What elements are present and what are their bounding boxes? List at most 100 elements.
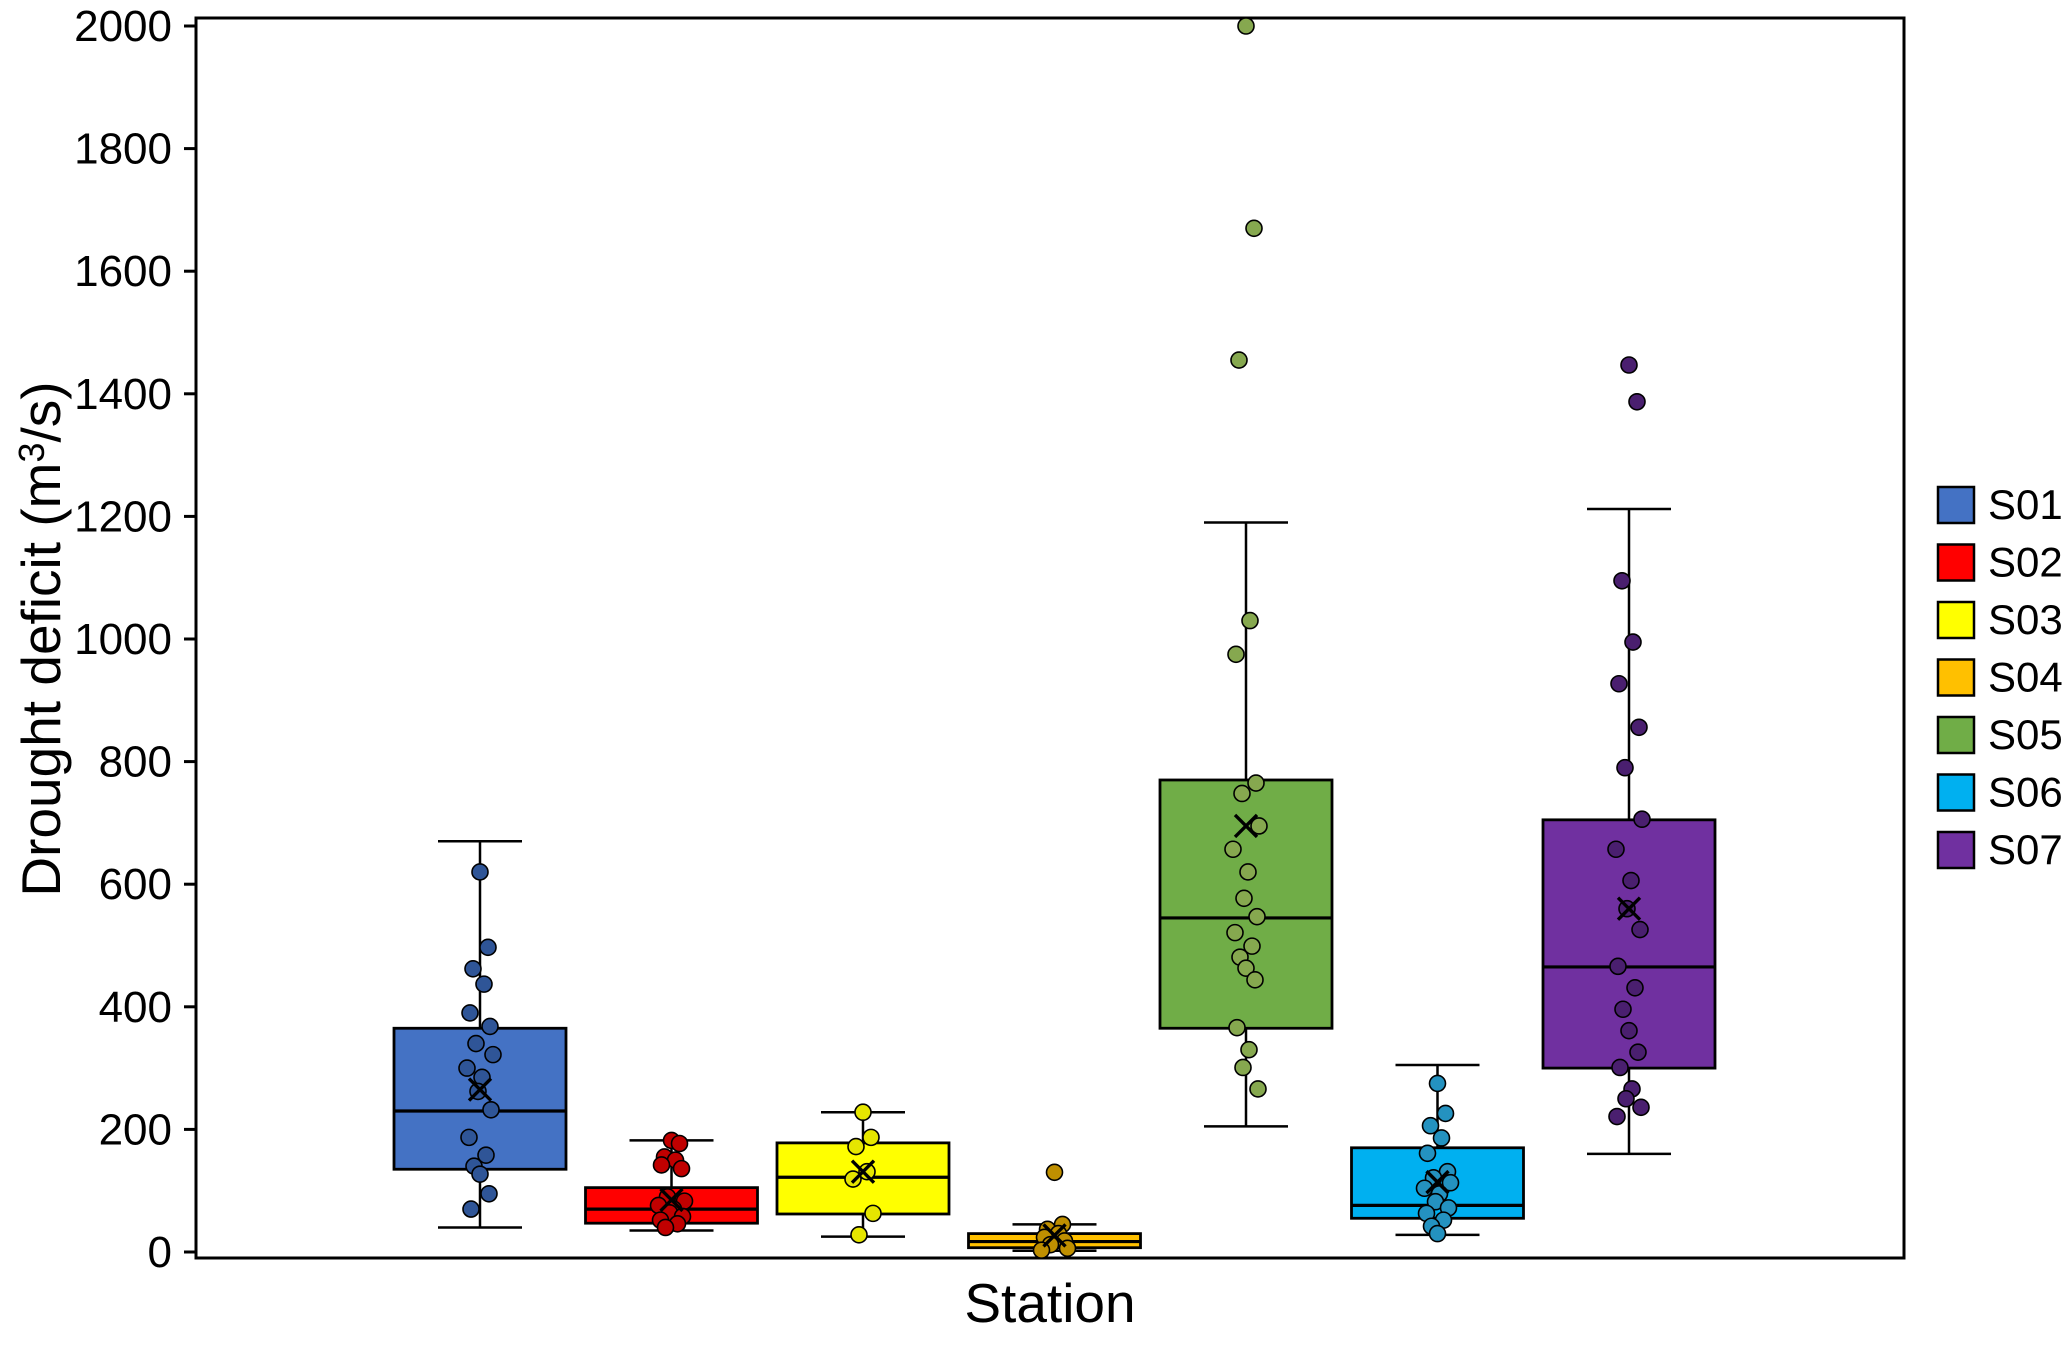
y-tick-label: 800 [99, 738, 172, 787]
mean-marker-S07 [1616, 896, 1642, 921]
data-point-S07 [1628, 392, 1646, 411]
data-point-S07 [1608, 1107, 1626, 1126]
legend-label-S07: S07 [1988, 826, 2063, 873]
data-point-S06 [1432, 1129, 1451, 1147]
mean-marker-S04 [1042, 1223, 1067, 1248]
data-point-S05 [1247, 774, 1265, 792]
data-point-S07 [1616, 758, 1634, 777]
y-tick-label: 400 [99, 983, 172, 1032]
x-axis-label: Station [964, 1272, 1135, 1334]
data-point-S07 [1626, 978, 1644, 997]
box-group-S07 [1541, 356, 1717, 1156]
legend-swatch-S06 [1936, 773, 1976, 812]
data-point-S07 [1629, 1043, 1647, 1061]
legend-item-S01: S01 [1936, 481, 2063, 528]
y-axis-label: Drought deficit (m3/s) [10, 381, 72, 896]
data-point-S07 [1630, 718, 1648, 737]
data-point-S05 [1237, 17, 1255, 35]
legend-label-S05: S05 [1988, 711, 2063, 758]
data-point-S01 [461, 1004, 479, 1022]
data-point-S01 [471, 1165, 489, 1183]
box-group-S03 [775, 1103, 951, 1244]
mean-marker-S06 [1425, 1169, 1450, 1195]
data-point-S07 [1610, 674, 1628, 693]
data-point-S01 [482, 1100, 500, 1119]
legend-swatch-S03 [1936, 600, 1976, 640]
y-axis-label-prefix: Drought deficit (m [10, 463, 72, 897]
y-tick-label: 200 [99, 1105, 172, 1154]
data-point-S01 [479, 938, 497, 957]
legend-item-S05: S05 [1936, 711, 2063, 758]
y-tick-label: 1600 [74, 247, 172, 296]
data-point-S02 [670, 1134, 689, 1153]
y-tick-label: 1000 [74, 615, 172, 664]
box-group-S04 [967, 1163, 1142, 1259]
y-axis-label-suffix: /s) [10, 381, 72, 442]
data-point-S01 [464, 959, 482, 978]
data-point-S07 [1607, 840, 1625, 859]
y-tick-label: 600 [99, 860, 172, 909]
data-point-S01 [484, 1045, 502, 1064]
mean-marker-S05 [1233, 813, 1259, 839]
y-tick-label: 1400 [74, 370, 172, 419]
y-tick-label: 0 [148, 1228, 172, 1277]
box-group-S05 [1158, 17, 1334, 1128]
data-point-S03 [850, 1226, 868, 1244]
data-point-S05 [1241, 611, 1259, 630]
data-point-S05 [1226, 923, 1244, 942]
data-point-S06 [1418, 1144, 1437, 1163]
box-group-S02 [584, 1131, 759, 1237]
data-point-S01 [480, 1184, 498, 1203]
data-point-S03 [854, 1103, 872, 1122]
data-point-S05 [1245, 219, 1263, 238]
data-point-S05 [1243, 937, 1261, 955]
legend-swatch-S07 [1936, 830, 1976, 870]
legend-label-S01: S01 [1988, 481, 2063, 528]
box-group-S01 [392, 840, 568, 1229]
mean-marker-S01 [467, 1077, 493, 1102]
y-tick-label: 1800 [74, 125, 172, 174]
data-point-S02 [656, 1218, 675, 1237]
data-point-S07 [1611, 1058, 1629, 1077]
data-point-S01 [481, 1017, 499, 1036]
legend-item-S02: S02 [1936, 539, 2063, 586]
data-point-S04 [1045, 1163, 1064, 1182]
legend: S01 S02 S03 S04 S05 S06 S07 [1936, 481, 2063, 873]
data-point-S05 [1237, 959, 1255, 977]
mean-marker-S03 [850, 1159, 876, 1184]
legend-label-S04: S04 [1988, 654, 2063, 701]
data-point-S07 [1614, 1000, 1632, 1019]
data-point-S05 [1250, 817, 1268, 835]
data-point-S05 [1239, 863, 1257, 881]
data-point-S05 [1228, 1018, 1246, 1037]
data-point-S03 [844, 1170, 862, 1188]
data-point-S07 [1631, 920, 1649, 939]
plot-area: 0 200 400 600 800 1000 1200 1400 1600 1800 2000 [74, 2, 1906, 1277]
box-group-S06 [1350, 1063, 1525, 1243]
data-point-S07 [1620, 1021, 1638, 1040]
legend-item-S03: S03 [1936, 596, 2063, 643]
data-point-S05 [1234, 1058, 1252, 1077]
data-point-S07 [1620, 356, 1638, 374]
data-point-S07 [1617, 1089, 1635, 1108]
data-point-S01 [460, 1128, 478, 1147]
data-point-S05 [1240, 1040, 1258, 1059]
legend-item-S07: S07 [1936, 826, 2063, 873]
data-point-S06 [1441, 1173, 1460, 1192]
data-point-S05 [1224, 840, 1242, 859]
data-point-S05 [1227, 645, 1245, 664]
y-axis-label-superscript: 3 [11, 443, 52, 463]
data-point-S05 [1246, 971, 1264, 989]
data-point-S01 [475, 975, 493, 993]
legend-swatch-S05 [1936, 715, 1976, 755]
legend-swatch-S04 [1936, 658, 1976, 697]
data-point-S06 [1436, 1104, 1455, 1123]
legend-label-S06: S06 [1988, 769, 2063, 816]
data-point-S03 [847, 1137, 865, 1156]
data-point-S07 [1633, 810, 1651, 829]
data-point-S01 [458, 1059, 476, 1077]
data-point-S01 [467, 1034, 485, 1053]
data-point-S01 [477, 1146, 495, 1164]
data-point-S01 [471, 863, 489, 881]
